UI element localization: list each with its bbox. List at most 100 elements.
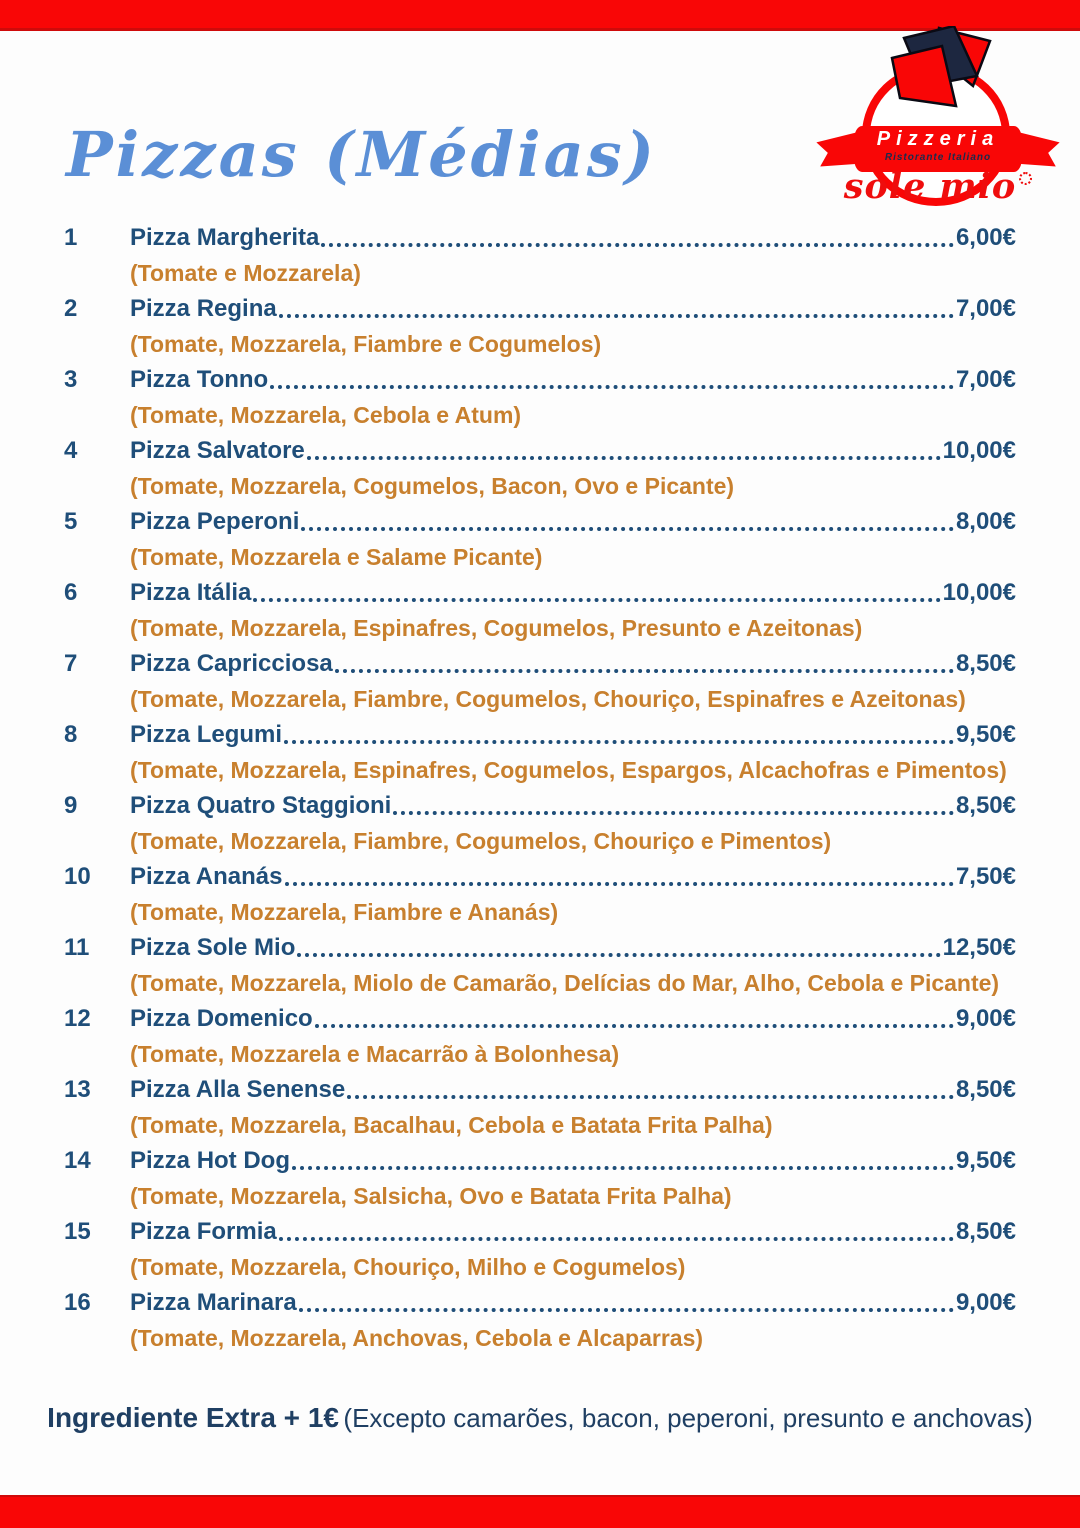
item-number: 3 <box>64 366 78 393</box>
menu-item: 13 Pizza Alla Senense 8,50€ (Tomate, Moz… <box>64 1072 1016 1143</box>
menu-item: 5 Pizza Peperoni 8,00€ (Tomate, Mozzarel… <box>64 504 1016 575</box>
item-name: Pizza Quatro Staggioni <box>130 792 392 819</box>
menu-item-name-line: 3 Pizza Tonno 7,00€ <box>64 362 1016 398</box>
menu-item: 4 Pizza Salvatore 10,00€ (Tomate, Mozzar… <box>64 433 1016 504</box>
dot-leader <box>306 456 941 460</box>
item-number: 8 <box>64 721 78 748</box>
pizzeria-logo: Pizzeria Ristorante Italiano sole mio <box>818 26 1058 220</box>
item-name: Pizza Itália <box>130 579 252 606</box>
menu-item: 8 Pizza Legumi 9,50€ (Tomate, Mozzarela,… <box>64 717 1016 788</box>
item-price: 8,50€ <box>955 792 1016 819</box>
menu-item-name-line: 5 Pizza Peperoni 8,00€ <box>64 504 1016 540</box>
dot-leader <box>292 1166 954 1170</box>
menu-item-name-line: 12 Pizza Domenico 9,00€ <box>64 1001 1016 1037</box>
menu-item: 15 Pizza Formia 8,50€ (Tomate, Mozzarela… <box>64 1214 1016 1285</box>
menu-item: 9 Pizza Quatro Staggioni 8,50€ (Tomate, … <box>64 788 1016 859</box>
item-price: 7,00€ <box>955 366 1016 393</box>
menu-item-name-line: 14 Pizza Hot Dog 9,50€ <box>64 1143 1016 1179</box>
item-number: 1 <box>64 224 78 251</box>
logo-ribbon: Pizzeria Ristorante Italiano <box>818 126 1058 174</box>
menu-item-name-line: 13 Pizza Alla Senense 8,50€ <box>64 1072 1016 1108</box>
top-red-bar <box>0 0 1080 31</box>
menu-item: 14 Pizza Hot Dog 9,50€ (Tomate, Mozzarel… <box>64 1143 1016 1214</box>
item-number: 9 <box>64 792 78 819</box>
item-price: 9,00€ <box>955 1005 1016 1032</box>
page-title: Pizzas (Médias) <box>66 118 657 191</box>
item-number: 7 <box>64 650 78 677</box>
pizza-slice-icon <box>890 26 992 108</box>
item-price: 7,50€ <box>955 863 1016 890</box>
item-ingredients: (Tomate e Mozzarela) <box>130 260 361 286</box>
item-name: Pizza Peperoni <box>130 508 300 535</box>
dot-leader <box>284 740 954 744</box>
item-number: 14 <box>64 1147 91 1174</box>
item-number: 13 <box>64 1076 91 1103</box>
item-price: 8,00€ <box>955 508 1016 535</box>
menu-item-name-line: 7 Pizza Capricciosa 8,50€ <box>64 646 1016 682</box>
item-price: 8,50€ <box>955 650 1016 677</box>
logo-script-text: sole mio <box>818 166 1058 207</box>
item-ingredients: (Tomate, Mozzarela, Cogumelos, Bacon, Ov… <box>130 473 735 499</box>
dot-leader <box>298 1308 954 1312</box>
menu-item-name-line: 11 Pizza Sole Mio 12,50€ <box>64 930 1016 966</box>
item-name: Pizza Margherita <box>130 224 320 251</box>
dot-leader <box>278 314 954 318</box>
menu-item-name-line: 2 Pizza Regina 7,00€ <box>64 291 1016 327</box>
menu-item-name-line: 15 Pizza Formia 8,50€ <box>64 1214 1016 1250</box>
item-price: 8,50€ <box>955 1076 1016 1103</box>
item-ingredients: (Tomate, Mozzarela, Espinafres, Cogumelo… <box>130 757 1007 783</box>
menu-item: 16 Pizza Marinara 9,00€ (Tomate, Mozzare… <box>64 1285 1016 1356</box>
item-price: 10,00€ <box>942 579 1016 606</box>
dot-leader <box>347 1095 954 1099</box>
menu-item: 1 Pizza Margherita 6,00€ (Tomate e Mozza… <box>64 220 1016 291</box>
menu-item-name-line: 8 Pizza Legumi 9,50€ <box>64 717 1016 753</box>
item-ingredients: (Tomate, Mozzarela e Salame Picante) <box>130 544 543 570</box>
item-name: Pizza Sole Mio <box>130 934 296 961</box>
menu-item-name-line: 1 Pizza Margherita 6,00€ <box>64 220 1016 256</box>
item-name: Pizza Regina <box>130 295 277 322</box>
item-price: 7,00€ <box>955 295 1016 322</box>
item-name: Pizza Salvatore <box>130 437 305 464</box>
ribbon-band: Pizzeria Ristorante Italiano <box>854 126 1022 172</box>
dot-leader <box>297 953 941 957</box>
item-name: Pizza Domenico <box>130 1005 313 1032</box>
item-name: Pizza Formia <box>130 1218 277 1245</box>
item-ingredients: (Tomate, Mozzarela, Anchovas, Cebola e A… <box>130 1325 704 1351</box>
menu-item: 6 Pizza Itália 10,00€ (Tomate, Mozzarela… <box>64 575 1016 646</box>
footer-note-text: (Excepto camarões, bacon, peperoni, pres… <box>343 1403 1033 1433</box>
bottom-red-bar <box>0 1495 1080 1528</box>
item-ingredients: (Tomate, Mozzarela, Fiambre, Cogumelos, … <box>130 828 832 854</box>
item-price: 8,50€ <box>955 1218 1016 1245</box>
menu-item: 2 Pizza Regina 7,00€ (Tomate, Mozzarela,… <box>64 291 1016 362</box>
item-ingredients: (Tomate, Mozzarela, Cebola e Atum) <box>130 402 522 428</box>
item-number: 4 <box>64 437 78 464</box>
footer-bold-text: Ingrediente Extra + 1€ <box>47 1402 339 1433</box>
item-price: 9,50€ <box>955 1147 1016 1174</box>
menu-item: 10 Pizza Ananás 7,50€ (Tomate, Mozzarela… <box>64 859 1016 930</box>
menu-item: 12 Pizza Domenico 9,00€ (Tomate, Mozzare… <box>64 1001 1016 1072</box>
item-number: 16 <box>64 1289 91 1316</box>
item-name: Pizza Tonno <box>130 366 269 393</box>
dot-leader <box>393 811 954 815</box>
item-number: 11 <box>64 934 90 961</box>
item-name: Pizza Legumi <box>130 721 283 748</box>
item-price: 9,50€ <box>955 721 1016 748</box>
item-price: 9,00€ <box>955 1289 1016 1316</box>
item-number: 15 <box>64 1218 91 1245</box>
extra-ingredient-note: Ingrediente Extra + 1€ (Excepto camarões… <box>0 1402 1080 1434</box>
dot-leader <box>321 243 954 247</box>
item-name: Pizza Capricciosa <box>130 650 333 677</box>
item-name: Pizza Hot Dog <box>130 1147 290 1174</box>
item-number: 2 <box>64 295 78 322</box>
item-name: Pizza Alla Senense <box>130 1076 346 1103</box>
item-name: Pizza Ananás <box>130 863 283 890</box>
logo-brand-text: Pizzeria <box>876 128 1000 150</box>
menu-item: 3 Pizza Tonno 7,00€ (Tomate, Mozzarela, … <box>64 362 1016 433</box>
item-name: Pizza Marinara <box>130 1289 297 1316</box>
dot-leader <box>284 882 954 886</box>
item-number: 6 <box>64 579 78 606</box>
item-ingredients: (Tomate, Mozzarela, Chouriço, Milho e Co… <box>130 1254 686 1280</box>
item-price: 12,50€ <box>942 934 1016 961</box>
dot-leader <box>314 1024 954 1028</box>
